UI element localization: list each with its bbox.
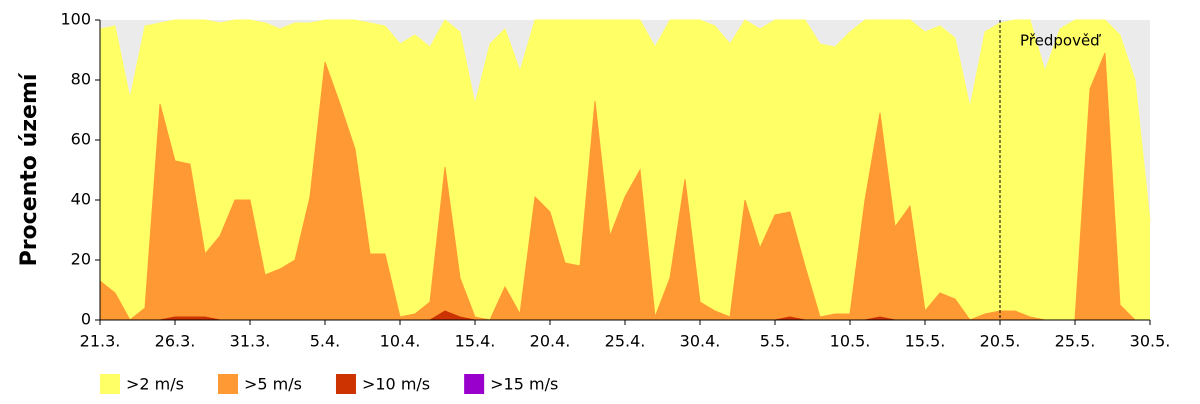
x-tick-label: 25.4. (605, 332, 646, 351)
x-tick-label: 10.4. (380, 332, 421, 351)
area-edge (99, 52, 1150, 321)
x-tick-label: 30.5. (1130, 332, 1171, 351)
legend-label: >10 m/s (362, 375, 430, 394)
y-tick-label: 60 (71, 130, 91, 149)
x-tick-label: 21.3. (80, 332, 121, 351)
legend-label: >2 m/s (126, 375, 184, 394)
x-tick-label: 25.5. (1055, 332, 1096, 351)
area-fill (100, 53, 1150, 320)
legend-label: >15 m/s (490, 375, 558, 394)
legend-swatch (217, 374, 238, 394)
x-tick-label: 31.3. (230, 332, 271, 351)
y-axis-label: Procento území (17, 72, 42, 266)
x-tick-label: 20.5. (980, 332, 1021, 351)
y-tick-label: 0 (81, 310, 91, 329)
x-tick-label: 10.5. (830, 332, 871, 351)
x-tick-label: 26.3. (155, 332, 196, 351)
x-tick-label: 15.5. (905, 332, 946, 351)
annotation: Předpověď (1020, 32, 1101, 50)
legend-swatch (100, 374, 120, 394)
area-edge (99, 19, 1151, 222)
y-tick-label: 100 (60, 10, 91, 29)
legend-label: >5 m/s (244, 375, 302, 394)
area-fill (100, 311, 1150, 320)
legend-swatch (335, 374, 356, 394)
y-tick-label: 40 (71, 190, 91, 209)
x-tick-label: 20.4. (530, 332, 571, 351)
y-tick-label: 80 (71, 70, 91, 89)
x-tick-label: 5.4. (310, 332, 341, 351)
x-tick-label: 15.4. (455, 332, 496, 351)
legend-swatch (464, 374, 485, 394)
x-tick-label: 5.5. (760, 332, 791, 351)
x-tick-label: 30.4. (680, 332, 721, 351)
y-tick-label: 20 (71, 250, 91, 269)
